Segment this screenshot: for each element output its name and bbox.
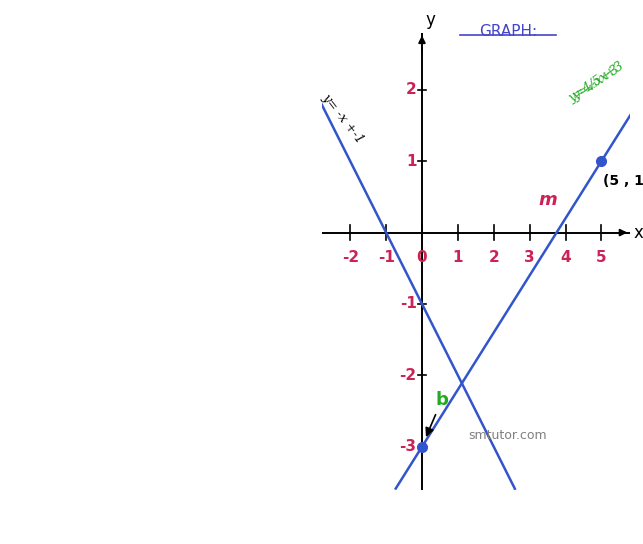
Text: 5: 5 xyxy=(596,250,607,265)
Text: (5 , 1): (5 , 1) xyxy=(603,174,643,188)
Text: x: x xyxy=(634,224,643,242)
Text: 3: 3 xyxy=(524,250,535,265)
Text: 4: 4 xyxy=(560,250,571,265)
Text: -3: -3 xyxy=(399,439,417,454)
Text: -2: -2 xyxy=(341,250,359,265)
Text: smtutor.com: smtutor.com xyxy=(469,429,547,442)
Text: -1: -1 xyxy=(400,296,417,312)
Text: y= -x +-1: y= -x +-1 xyxy=(320,91,367,146)
Text: m: m xyxy=(538,191,557,209)
Text: b: b xyxy=(426,391,448,435)
Text: GRAPH:: GRAPH: xyxy=(479,24,537,40)
Text: -1: -1 xyxy=(377,250,395,265)
Text: 1: 1 xyxy=(453,250,463,265)
Text: 2: 2 xyxy=(406,82,417,97)
Text: y=₄₅x+3: y=₄₅x+3 xyxy=(570,63,622,102)
Text: 0: 0 xyxy=(417,250,428,265)
Text: y: y xyxy=(426,11,435,29)
Text: y=4/5x+3: y=4/5x+3 xyxy=(566,60,626,106)
Text: 2: 2 xyxy=(489,250,499,265)
Text: 1: 1 xyxy=(406,153,417,169)
Text: -2: -2 xyxy=(399,368,417,383)
